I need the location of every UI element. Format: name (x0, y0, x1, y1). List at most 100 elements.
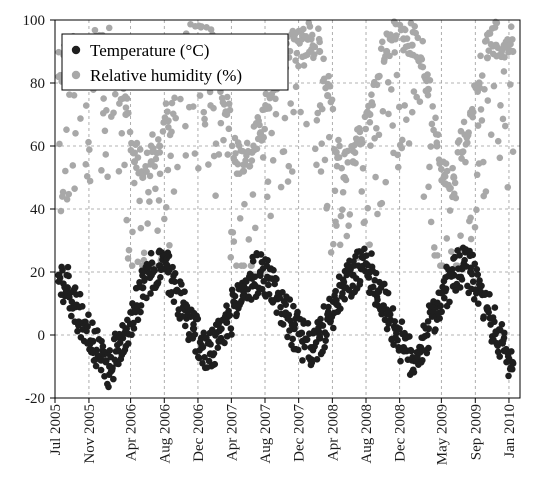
humidity-point (131, 149, 138, 157)
humidity-point (143, 149, 151, 157)
temperature-point (398, 318, 406, 326)
humidity-point (366, 118, 374, 126)
humidity-point (454, 148, 462, 156)
humidity-point (384, 78, 392, 86)
humidity-point (325, 72, 333, 80)
humidity-point (446, 207, 454, 214)
humidity-point (212, 140, 220, 148)
temperature-point (316, 332, 323, 340)
humidity-point (164, 166, 172, 174)
temperature-point (97, 356, 104, 363)
humidity-point (145, 188, 152, 196)
x-tick-label: Dec 2006 (191, 404, 207, 462)
humidity-point (290, 108, 297, 116)
x-tick-label: Sep 2009 (468, 404, 484, 460)
temperature-point (461, 256, 468, 264)
humidity-point (149, 131, 156, 138)
humidity-point (86, 177, 94, 185)
humidity-point (311, 43, 319, 51)
humidity-point (225, 100, 233, 108)
humidity-point (154, 136, 162, 143)
humidity-point (391, 49, 398, 56)
humidity-point (314, 109, 322, 117)
humidity-point (337, 212, 345, 220)
temperature-point (321, 343, 328, 351)
humidity-point (136, 197, 143, 205)
temperature-point (329, 324, 337, 332)
humidity-point (224, 151, 232, 158)
temperature-point (501, 329, 508, 337)
humidity-point (264, 178, 272, 185)
humidity-point (432, 114, 439, 122)
humidity-point (182, 122, 189, 130)
humidity-point (451, 179, 459, 187)
humidity-point (462, 158, 469, 166)
humidity-point (478, 72, 486, 79)
temperature-point (384, 289, 392, 297)
humidity-point (69, 162, 77, 169)
x-axis-ticks: Jul 2005 Nov 2005 Apr 2006 Aug 2006 Dec 2006… (48, 398, 518, 465)
humidity-point (212, 192, 219, 199)
humidity-point (191, 150, 199, 157)
humidity-point (85, 138, 92, 146)
humidity-point (102, 151, 110, 158)
temperature-point (341, 295, 348, 303)
legend-marker-humidity (71, 70, 81, 80)
humidity-point (122, 104, 130, 111)
temperature-point (195, 354, 203, 362)
temperature-point (356, 277, 364, 285)
y-tick-label: -20 (25, 391, 45, 407)
temperature-point (478, 282, 485, 290)
humidity-point (509, 36, 516, 43)
humidity-point (154, 227, 161, 235)
temperature-point (265, 290, 273, 298)
y-tick-label: 80 (30, 76, 45, 92)
humidity-point (490, 82, 498, 90)
temperature-point (199, 343, 207, 351)
humidity-point (217, 119, 225, 127)
temperature-point (298, 329, 306, 337)
x-tick-label: Apr 2007 (224, 404, 240, 462)
humidity-point (419, 63, 427, 71)
humidity-point (405, 140, 413, 147)
temperature-point (441, 294, 448, 302)
temperature-point (282, 301, 290, 308)
humidity-point (316, 38, 323, 46)
x-tick-label: May 2009 (434, 404, 450, 465)
humidity-point (388, 36, 396, 44)
humidity-point (501, 122, 509, 130)
temperature-point (151, 267, 159, 274)
humidity-point (82, 102, 90, 109)
temperature-point (381, 280, 388, 288)
temperature-point (416, 348, 424, 356)
temperature-series (55, 244, 517, 391)
temperature-point (92, 362, 100, 370)
humidity-point (239, 147, 246, 155)
humidity-point (449, 164, 456, 172)
temperature-point (312, 339, 320, 346)
humidity-point (484, 97, 492, 104)
temperature-point (89, 319, 96, 327)
temperature-point (64, 263, 72, 271)
humidity-point (161, 114, 169, 121)
humidity-point (170, 188, 178, 195)
humidity-point (499, 115, 507, 123)
temperature-point (273, 309, 281, 317)
humidity-point (486, 30, 494, 37)
humidity-point (130, 179, 138, 187)
temperature-point (94, 327, 101, 334)
temperature-point (323, 331, 330, 339)
temperature-point (226, 311, 234, 319)
y-tick-label: 20 (30, 265, 45, 281)
humidity-point (134, 258, 142, 266)
temperature-point (254, 289, 262, 297)
humidity-point (328, 96, 336, 104)
temperature-point (115, 360, 122, 368)
temperature-point (423, 331, 431, 339)
humidity-point (263, 193, 271, 201)
humidity-point (308, 31, 316, 39)
humidity-point (427, 218, 435, 226)
temperature-point (471, 260, 479, 268)
temperature-point (294, 308, 301, 316)
temperature-point (181, 322, 189, 330)
